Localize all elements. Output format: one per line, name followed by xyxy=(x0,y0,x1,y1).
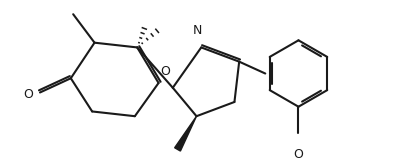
Text: O: O xyxy=(294,148,303,161)
Text: O: O xyxy=(160,65,171,78)
Polygon shape xyxy=(174,116,196,151)
Text: O: O xyxy=(23,88,33,101)
Text: N: N xyxy=(193,24,203,37)
